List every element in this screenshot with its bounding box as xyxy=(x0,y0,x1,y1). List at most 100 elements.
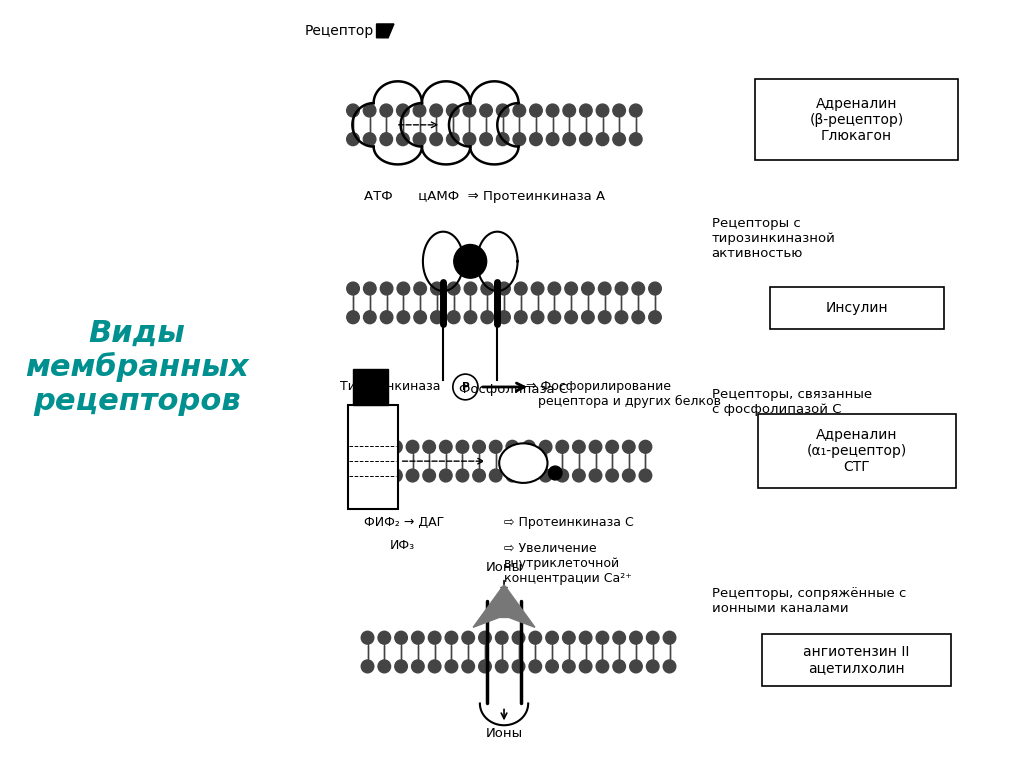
Circle shape xyxy=(497,133,509,146)
Circle shape xyxy=(514,282,527,295)
Circle shape xyxy=(473,440,485,453)
Circle shape xyxy=(598,311,611,324)
Circle shape xyxy=(480,133,493,146)
Circle shape xyxy=(364,282,376,295)
Circle shape xyxy=(412,631,424,644)
Text: Рецептор: Рецептор xyxy=(304,24,374,38)
Circle shape xyxy=(456,469,469,482)
Circle shape xyxy=(529,133,543,146)
Circle shape xyxy=(430,104,442,117)
Circle shape xyxy=(513,104,525,117)
Bar xyxy=(770,287,943,328)
Circle shape xyxy=(531,311,544,324)
Circle shape xyxy=(546,631,558,644)
Circle shape xyxy=(439,440,452,453)
Circle shape xyxy=(563,133,575,146)
Circle shape xyxy=(446,133,459,146)
Circle shape xyxy=(498,282,510,295)
Circle shape xyxy=(378,660,390,673)
Circle shape xyxy=(414,133,426,146)
Circle shape xyxy=(529,631,542,644)
Circle shape xyxy=(462,660,474,673)
Circle shape xyxy=(454,245,486,278)
Text: Рецепторы, сопряжённые с
ионными каналами: Рецепторы, сопряжённые с ионными каналам… xyxy=(712,587,906,614)
Circle shape xyxy=(463,104,476,117)
Circle shape xyxy=(612,133,626,146)
Text: Инсулин: Инсулин xyxy=(825,301,888,314)
Circle shape xyxy=(453,374,478,400)
Circle shape xyxy=(615,282,628,295)
Circle shape xyxy=(546,660,558,673)
Circle shape xyxy=(589,469,602,482)
Circle shape xyxy=(478,631,492,644)
Circle shape xyxy=(496,631,508,644)
Circle shape xyxy=(397,282,410,295)
Circle shape xyxy=(347,282,359,295)
Circle shape xyxy=(498,311,510,324)
Circle shape xyxy=(423,469,435,482)
Circle shape xyxy=(389,440,402,453)
Text: Адреналин
(α₁-рецептор)
СТГ: Адреналин (α₁-рецептор) СТГ xyxy=(807,428,906,475)
Circle shape xyxy=(447,282,460,295)
Circle shape xyxy=(664,660,676,673)
Circle shape xyxy=(496,660,508,673)
Circle shape xyxy=(582,311,594,324)
Circle shape xyxy=(439,469,452,482)
Circle shape xyxy=(572,440,585,453)
Circle shape xyxy=(548,311,560,324)
Circle shape xyxy=(531,282,544,295)
Circle shape xyxy=(606,469,618,482)
Circle shape xyxy=(565,311,578,324)
Circle shape xyxy=(596,104,609,117)
Circle shape xyxy=(547,133,559,146)
Text: ФИФ₂ → ДАГ: ФИФ₂ → ДАГ xyxy=(364,516,444,529)
Circle shape xyxy=(412,660,424,673)
Circle shape xyxy=(464,311,477,324)
Circle shape xyxy=(580,631,592,644)
Circle shape xyxy=(396,104,410,117)
Circle shape xyxy=(615,311,628,324)
Circle shape xyxy=(430,133,442,146)
Circle shape xyxy=(463,133,476,146)
Circle shape xyxy=(639,440,651,453)
Circle shape xyxy=(480,104,493,117)
Circle shape xyxy=(612,104,626,117)
Circle shape xyxy=(481,311,494,324)
Circle shape xyxy=(446,104,459,117)
Circle shape xyxy=(478,660,492,673)
Circle shape xyxy=(414,282,426,295)
Circle shape xyxy=(540,440,552,453)
Circle shape xyxy=(548,282,560,295)
Circle shape xyxy=(407,440,419,453)
Text: ⇒ Фосфорилирование
   рецептора и других белков: ⇒ Фосфорилирование рецептора и других бе… xyxy=(526,380,721,408)
Circle shape xyxy=(395,631,408,644)
Circle shape xyxy=(373,440,386,453)
Circle shape xyxy=(613,631,626,644)
Circle shape xyxy=(540,469,552,482)
Circle shape xyxy=(447,311,460,324)
Circle shape xyxy=(580,133,592,146)
Circle shape xyxy=(664,631,676,644)
Circle shape xyxy=(623,440,635,453)
Circle shape xyxy=(514,311,527,324)
Circle shape xyxy=(428,660,441,673)
Circle shape xyxy=(613,660,626,673)
Circle shape xyxy=(522,440,536,453)
Text: ИФ₃: ИФ₃ xyxy=(390,538,415,551)
Circle shape xyxy=(512,631,524,644)
Circle shape xyxy=(373,469,386,482)
Circle shape xyxy=(646,660,659,673)
Circle shape xyxy=(389,469,402,482)
Circle shape xyxy=(646,631,659,644)
Circle shape xyxy=(596,631,608,644)
Text: Рецепторы, связанные
с фосфолипазой С: Рецепторы, связанные с фосфолипазой С xyxy=(712,388,871,416)
Text: ⇨ Увеличение
внутриклеточной
концентрации Ca²⁺: ⇨ Увеличение внутриклеточной концентраци… xyxy=(504,542,632,585)
Circle shape xyxy=(630,631,642,644)
Circle shape xyxy=(506,440,518,453)
Circle shape xyxy=(565,282,578,295)
Circle shape xyxy=(356,469,369,482)
Circle shape xyxy=(512,660,524,673)
Circle shape xyxy=(529,660,542,673)
Bar xyxy=(755,79,958,160)
Circle shape xyxy=(506,469,518,482)
